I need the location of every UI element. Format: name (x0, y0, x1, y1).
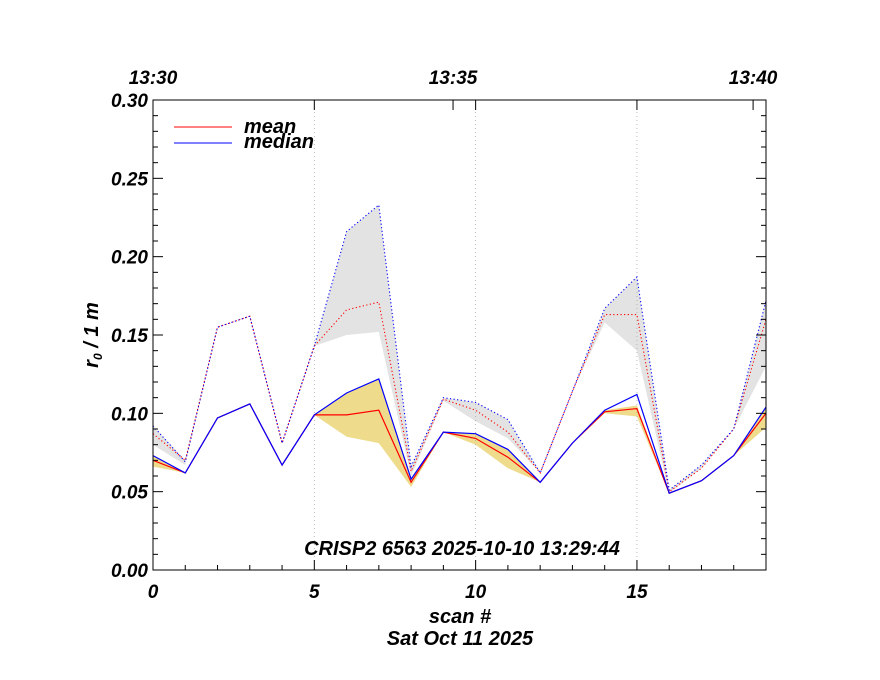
chart-title: CRISP2 6563 2025-10-10 13:29:44 (304, 538, 620, 560)
x-tick-label: 15 (626, 582, 648, 603)
x-tick-label: 0 (148, 582, 159, 603)
legend-median-label: median (244, 131, 314, 153)
legend: mean median (174, 116, 314, 153)
top-time-label: 13:35 (429, 68, 478, 89)
yellow-band (153, 378, 766, 494)
grid-layer (313, 100, 638, 570)
series-mean (152, 403, 767, 494)
y-tick-label: 0.20 (111, 248, 148, 269)
x-tick-label: 5 (309, 582, 320, 603)
y-tick-label: 0.25 (111, 169, 148, 190)
bands-layer (153, 205, 766, 494)
series-layer (152, 203, 767, 494)
x-tick-label: 10 (465, 582, 487, 603)
y-tick-label: 0.15 (111, 326, 148, 347)
y-axis-label-sub: 0 (91, 353, 105, 360)
y-tick-label: 0.00 (111, 561, 148, 582)
y-axis-label-unit: / 1 m (81, 302, 103, 353)
legend-mean-label: mean (244, 116, 296, 138)
top-time-label: 13:30 (129, 68, 178, 89)
y-tick-label: 0.10 (111, 404, 148, 425)
plot-frame (152, 99, 767, 571)
y-axis-label: r0 / 1 m (81, 302, 105, 368)
date-label: Sat Oct 11 2025 (387, 628, 534, 650)
series-median (152, 378, 767, 494)
series-median-upper (152, 203, 767, 492)
y-tick-label: 0.30 (111, 91, 148, 112)
y-tick-label: 0.05 (111, 483, 148, 504)
x-axis-label: scan # (429, 606, 492, 628)
top-time-label: 13:40 (729, 68, 778, 89)
y-axis-label-r: r (81, 359, 103, 368)
gray-band (153, 205, 766, 494)
series-mean-upper (152, 301, 767, 493)
